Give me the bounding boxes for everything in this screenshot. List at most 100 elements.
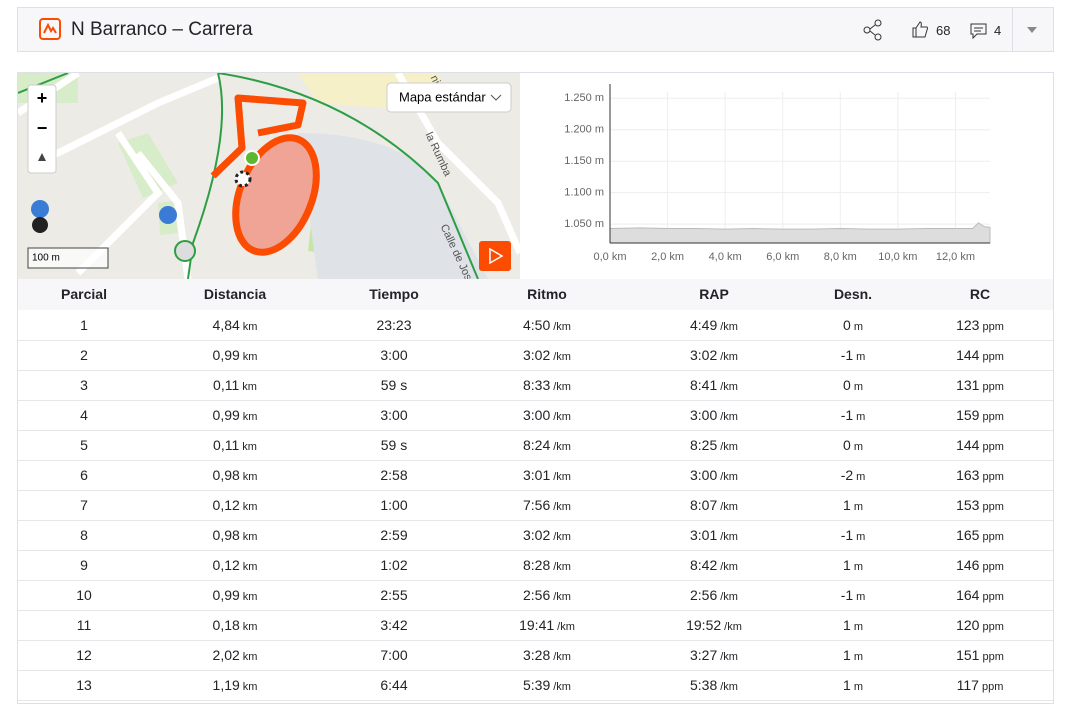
row-divider — [18, 430, 1053, 431]
cell-unit: /km — [553, 351, 571, 363]
map-style-label: Mapa estándar — [399, 89, 486, 104]
table-cell: 8:25/km — [634, 430, 794, 462]
cell-value: 3:00 — [690, 407, 718, 423]
poi — [31, 200, 49, 218]
cell-value: 0,98 — [212, 527, 240, 543]
table-cell: 2:59 — [380, 527, 408, 543]
share-button[interactable] — [861, 18, 885, 42]
cell-value: 0,99 — [212, 587, 240, 603]
poi — [159, 206, 177, 224]
table-cell: 3:01/km — [634, 520, 794, 552]
cell-unit: ppm — [982, 501, 1004, 513]
cell-value: 123 — [956, 317, 980, 333]
cell-unit: km — [242, 351, 258, 363]
comment-button[interactable] — [969, 21, 989, 41]
cell-value: 8:07 — [690, 497, 718, 513]
cell-value: 3:28 — [523, 647, 551, 663]
table-cell: 2:58 — [380, 467, 408, 483]
start-marker — [244, 150, 260, 166]
cell-unit: ppm — [982, 651, 1004, 663]
cell-unit: /km — [720, 651, 738, 663]
cell-unit: m — [853, 681, 863, 693]
zoom-out[interactable]: − — [37, 118, 48, 138]
table-cell: -1 m — [773, 580, 933, 612]
table-cell: -2 m — [773, 460, 933, 492]
cell-value: 19:41 — [519, 617, 555, 633]
cell-unit: ppm — [981, 681, 1004, 693]
cell-value: 159 — [956, 407, 980, 423]
cell-unit: ppm — [982, 411, 1004, 423]
table-cell: 4,84 km — [155, 310, 315, 342]
cell-value: 2:56 — [523, 587, 551, 603]
row-divider — [18, 580, 1053, 581]
cell-unit: /km — [553, 411, 571, 423]
table-cell: 144 ppm — [900, 340, 1060, 372]
cell-unit: ppm — [982, 561, 1004, 573]
cell-value: 8:28 — [523, 557, 551, 573]
table-cell: 146 ppm — [900, 550, 1060, 582]
row-divider — [18, 550, 1053, 551]
elevation-area — [609, 222, 991, 244]
cell-unit: /km — [724, 621, 742, 633]
table-cell: 165 ppm — [900, 520, 1060, 552]
row-divider — [18, 700, 1053, 701]
cell-unit: m — [853, 621, 863, 633]
cell-unit: /km — [557, 621, 575, 633]
table-cell: 151 ppm — [900, 640, 1060, 672]
table-cell: 1 — [80, 317, 88, 333]
cell-unit: km — [242, 471, 258, 483]
play-button[interactable] — [479, 241, 511, 271]
cell-unit: ppm — [982, 621, 1004, 633]
table-cell: 117 ppm — [900, 670, 1060, 702]
row-divider — [18, 460, 1053, 461]
zoom-in[interactable]: + — [37, 88, 48, 108]
cell-value: 153 — [956, 497, 980, 513]
map-style-button[interactable] — [386, 82, 512, 113]
cell-value: 3:01 — [523, 467, 551, 483]
cell-value: 3:00 — [523, 407, 551, 423]
table-cell: 11 — [76, 617, 92, 633]
table-cell: 123 ppm — [900, 310, 1060, 342]
cell-value: 4,84 — [212, 317, 240, 333]
table-cell: 12 — [76, 647, 92, 663]
table-cell: 2:55 — [380, 587, 408, 603]
x-tick-label: 10,0 km — [878, 251, 917, 263]
cell-value: 1 — [843, 557, 851, 573]
elevation-chart: 1.050 m 1.100 m 1.150 m 1.200 m 1.250 m 0,0 k… — [564, 84, 991, 263]
table-cell: 2:56/km — [634, 580, 794, 612]
table-cell: 7:56/km — [467, 490, 627, 522]
x-tick-label: 0,0 km — [593, 251, 626, 263]
cell-unit: ppm — [982, 531, 1004, 543]
table-cell: 10 — [76, 587, 92, 603]
cell-unit: ppm — [982, 321, 1004, 333]
table-cell: 0,99 km — [155, 580, 315, 612]
table-cell: 0,12 km — [155, 490, 315, 522]
table-cell: 0,99 km — [155, 340, 315, 372]
cell-unit: /km — [720, 591, 738, 603]
row-divider — [18, 370, 1053, 371]
table-cell: 13 — [76, 677, 92, 693]
kudos-button[interactable] — [911, 20, 931, 40]
table-cell: 1:00 — [380, 497, 408, 513]
table-cell: 3:42 — [380, 617, 408, 633]
cell-value: 1,19 — [212, 677, 240, 693]
cell-unit: m — [856, 411, 866, 423]
cell-value: 8:25 — [690, 437, 718, 453]
table-cell: 19:41/km — [467, 610, 627, 642]
x-tick-label: 12,0 km — [936, 251, 975, 263]
table-cell: 59 s — [380, 437, 408, 453]
table-cell: 144 ppm — [900, 430, 1060, 462]
cell-unit: ppm — [982, 351, 1004, 363]
compass[interactable] — [38, 153, 46, 161]
cell-unit: /km — [553, 441, 571, 453]
menu-dropdown[interactable] — [1026, 25, 1038, 35]
cell-value: -1 — [840, 407, 854, 423]
run-icon — [39, 18, 61, 40]
cell-unit: km — [242, 531, 258, 543]
column-header: RC — [969, 286, 991, 302]
cell-unit: m — [853, 381, 863, 393]
